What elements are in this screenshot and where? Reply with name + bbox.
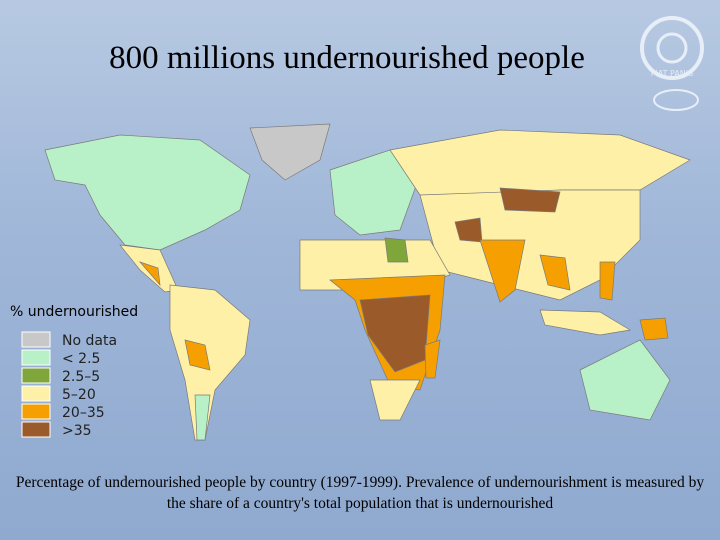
legend-swatch <box>21 385 51 402</box>
logo-text: FIAT PANIS <box>651 69 693 78</box>
legend-label: >35 <box>62 423 92 439</box>
legend-label: 20–35 <box>62 405 105 421</box>
legend-swatch <box>21 331 51 348</box>
legend-label: 2.5–5 <box>62 369 100 385</box>
world-map <box>44 123 691 441</box>
caption: Percentage of undernourished people by c… <box>15 474 705 512</box>
legend: No data < 2.5 2.5–5 5–20 20–35 >35 <box>21 331 117 439</box>
title: 800 millions undernourished people <box>109 40 585 76</box>
legend-label: No data <box>62 333 117 349</box>
legend-swatch <box>21 421 51 438</box>
legend-label: 5–20 <box>62 387 96 403</box>
fao-logo: FIAT PANIS <box>640 16 704 111</box>
legend-label: < 2.5 <box>62 351 100 367</box>
legend-swatch <box>21 403 51 420</box>
legend-swatch <box>21 367 51 384</box>
legend-title: % undernourished <box>10 304 138 320</box>
legend-swatch <box>21 349 51 366</box>
